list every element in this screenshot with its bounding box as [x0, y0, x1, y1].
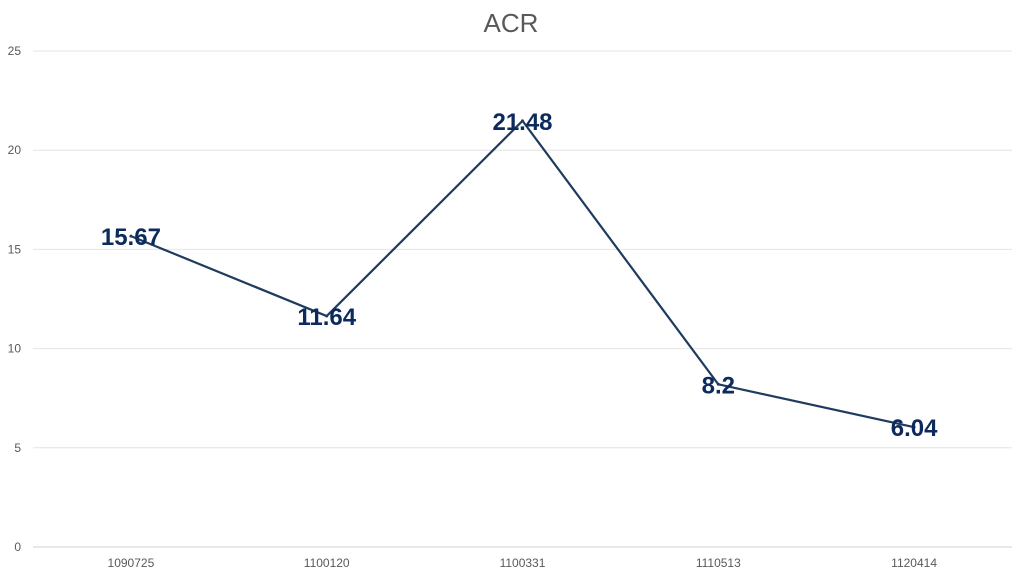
data-label-1110513: 8.2 [702, 372, 735, 399]
data-label-1100331: 21.48 [492, 109, 552, 136]
gridlines [33, 50, 1012, 548]
y-tick-label-5: 5 [14, 441, 21, 455]
x-axis-ticks: 1090725 1100120 1100331 1110513 1120414 [108, 556, 938, 570]
x-tick-label-1100120: 1100120 [304, 556, 350, 570]
y-tick-label-0: 0 [14, 540, 21, 554]
series-line-0 [130, 119, 915, 429]
y-tick-label-10: 10 [8, 342, 22, 356]
x-tick-label-1120414: 1120414 [891, 556, 937, 570]
data-point-1100331 [521, 119, 524, 123]
data-label-1100120: 11.64 [297, 304, 356, 331]
y-tick-label-15: 15 [8, 242, 22, 256]
data-point-1090725 [129, 234, 133, 238]
series-layer [129, 119, 916, 429]
y-tick-label-25: 25 [8, 44, 22, 58]
data-point-1100120 [325, 314, 329, 318]
data-label-1090725: 15.67 [101, 224, 161, 251]
x-tick-label-1090725: 1090725 [108, 556, 155, 570]
x-tick-label-1110513: 1110513 [696, 556, 741, 570]
data-point-1120414 [912, 425, 916, 429]
y-axis-ticks: 0 5 10 15 20 25 [8, 44, 22, 554]
x-tick-label-1100331: 1100331 [500, 556, 546, 570]
data-labels: 15.67 11.64 21.48 8.2 6.04 [101, 109, 938, 442]
data-point-1110513 [716, 382, 720, 386]
y-tick-label-20: 20 [8, 143, 22, 157]
chart-title: ACR [484, 8, 539, 38]
data-label-1120414: 6.04 [891, 415, 938, 442]
